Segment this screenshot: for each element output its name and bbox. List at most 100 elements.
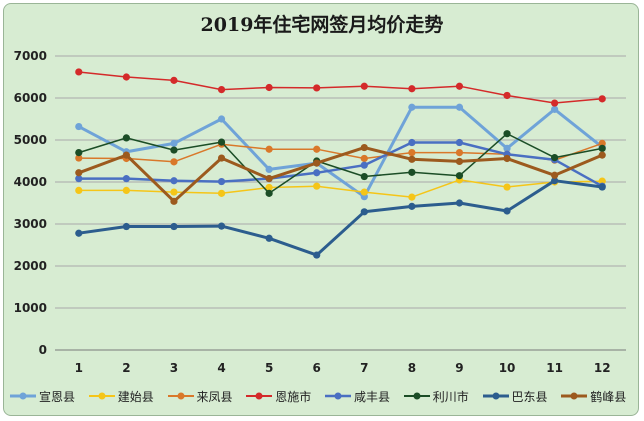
data-point xyxy=(455,138,464,147)
x-tick-label: 12 xyxy=(594,361,611,375)
data-point xyxy=(170,139,178,147)
x-tick-label: 4 xyxy=(217,361,225,375)
data-point xyxy=(217,86,226,94)
y-tick-label: 2000 xyxy=(14,259,47,273)
data-point xyxy=(170,197,178,205)
series-line-7 xyxy=(78,179,603,257)
data-point xyxy=(170,222,178,231)
legend-swatch xyxy=(325,392,351,400)
data-point xyxy=(598,177,606,185)
data-point xyxy=(503,144,511,152)
data-point xyxy=(170,76,178,84)
data-point xyxy=(408,138,416,147)
data-point xyxy=(122,73,130,81)
legend-swatch xyxy=(403,392,430,400)
data-point xyxy=(265,183,273,192)
data-point xyxy=(360,208,368,216)
data-point xyxy=(408,85,416,93)
data-point xyxy=(455,149,464,157)
legend-item: 宣恩县 xyxy=(10,386,75,406)
legend-item: 咸丰县 xyxy=(325,386,390,406)
legend: 宣恩县 建始县 来凤县 恩施市 咸丰县 利川市 巴东县 鹤峰县 xyxy=(10,386,640,406)
legend-label: 宣恩县 xyxy=(39,389,76,404)
data-point xyxy=(360,82,368,90)
data-point xyxy=(551,105,559,113)
data-point xyxy=(75,154,83,162)
data-point xyxy=(75,68,83,76)
data-point xyxy=(598,151,606,159)
data-point xyxy=(408,202,416,210)
y-tick-label: 7000 xyxy=(14,49,47,63)
legend-item: 巴东县 xyxy=(482,386,548,406)
data-point xyxy=(217,154,226,162)
data-point xyxy=(122,151,130,159)
legend-label: 咸丰县 xyxy=(354,389,391,404)
data-point xyxy=(313,169,321,177)
data-point xyxy=(598,144,606,152)
data-point xyxy=(408,155,416,163)
y-tick-label: 6000 xyxy=(14,91,47,105)
chart-title: 2019年住宅网签月均价走势 xyxy=(200,14,444,36)
data-point xyxy=(503,207,511,215)
legend-item: 来凤县 xyxy=(167,386,233,406)
data-point xyxy=(503,183,511,191)
legend-swatch xyxy=(246,392,273,400)
data-point xyxy=(265,234,273,242)
series-line-8 xyxy=(78,146,603,203)
data-point xyxy=(408,103,416,111)
data-point xyxy=(217,222,226,230)
x-tick-label: 11 xyxy=(546,361,563,375)
legend-swatch xyxy=(88,392,115,400)
x-tick-label: 6 xyxy=(313,361,321,375)
data-point xyxy=(313,145,321,153)
chart-frame xyxy=(3,3,639,416)
legend-swatch xyxy=(10,392,36,400)
data-point xyxy=(170,158,178,166)
data-point xyxy=(313,182,321,190)
x-tick-label: 7 xyxy=(360,361,368,375)
data-point xyxy=(265,189,273,197)
series-line-4 xyxy=(78,71,603,104)
data-point xyxy=(122,134,130,142)
data-point xyxy=(265,175,273,183)
legend-label: 鹤峰县 xyxy=(590,389,627,404)
legend-label: 巴东县 xyxy=(511,389,548,404)
y-tick-label: 4000 xyxy=(14,175,47,189)
data-point xyxy=(503,130,511,138)
legend-swatch xyxy=(482,392,509,400)
legend-label: 来凤县 xyxy=(196,389,233,404)
data-point xyxy=(313,84,321,92)
x-tick-label: 3 xyxy=(170,361,178,375)
data-point xyxy=(122,186,130,194)
data-point xyxy=(408,193,416,201)
data-point xyxy=(551,99,559,107)
data-point xyxy=(265,83,273,92)
data-point xyxy=(75,229,83,237)
data-point xyxy=(122,175,130,183)
data-point xyxy=(170,188,178,196)
data-point xyxy=(217,115,226,123)
data-point xyxy=(455,157,464,166)
data-point xyxy=(598,183,606,191)
data-point xyxy=(455,199,464,207)
data-point xyxy=(598,139,606,147)
legend-item: 恩施市 xyxy=(246,386,311,406)
data-point xyxy=(360,161,368,169)
legend-swatch xyxy=(167,392,194,400)
y-tick-label: 3000 xyxy=(14,217,47,231)
data-point xyxy=(313,159,321,167)
data-point xyxy=(75,169,83,177)
legend-item: 鹤峰县 xyxy=(561,386,626,406)
data-point xyxy=(313,251,321,259)
legend-label: 利川市 xyxy=(432,389,469,404)
data-point xyxy=(551,171,559,179)
data-point xyxy=(503,91,511,100)
data-point xyxy=(265,145,273,153)
x-tick-label: 2 xyxy=(122,361,130,375)
data-point xyxy=(455,82,464,90)
x-tick-label: 8 xyxy=(408,361,416,375)
legend-label: 建始县 xyxy=(117,389,154,404)
data-point xyxy=(455,103,464,111)
y-tick-label: 5000 xyxy=(14,133,47,147)
